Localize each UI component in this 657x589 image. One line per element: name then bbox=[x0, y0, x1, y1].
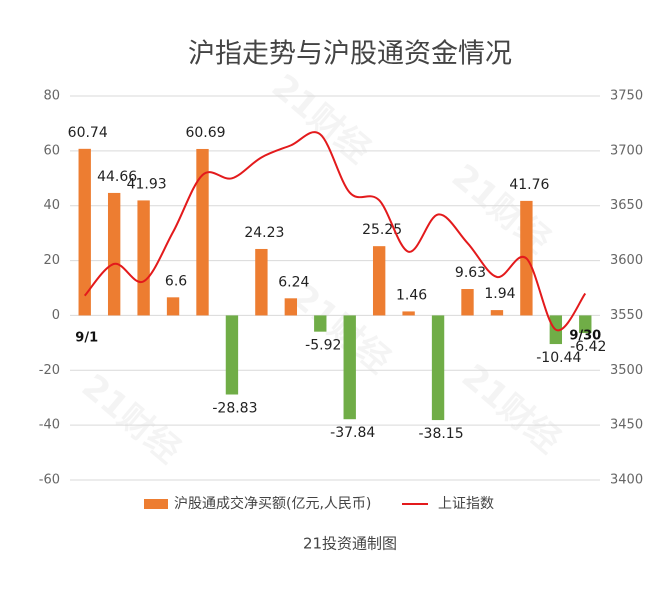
footer: 21投资通制图 bbox=[303, 535, 397, 553]
data-label: 60.69 bbox=[185, 125, 225, 141]
data-label: 6.24 bbox=[278, 274, 309, 290]
bar bbox=[78, 148, 91, 316]
data-label: 60.74 bbox=[68, 125, 108, 141]
data-label: 41.93 bbox=[127, 176, 167, 192]
data-label: -5.92 bbox=[305, 338, 341, 354]
bar bbox=[402, 311, 415, 316]
y-tick-label: 60 bbox=[43, 143, 60, 158]
watermark: 21财经 bbox=[454, 356, 568, 461]
bar bbox=[490, 310, 504, 316]
chart-title: 沪指走势与沪股通资金情况 bbox=[188, 39, 512, 70]
data-label: -10.44 bbox=[536, 350, 581, 366]
bar bbox=[225, 315, 239, 395]
x-tick-label: 9/30 bbox=[569, 329, 601, 344]
y2-tick-label: 3500 bbox=[610, 363, 643, 378]
bar bbox=[579, 315, 592, 334]
data-label: 41.76 bbox=[509, 177, 549, 193]
bar bbox=[284, 298, 298, 316]
y-tick-label: -40 bbox=[39, 418, 60, 433]
watermark: 21财经 bbox=[74, 366, 188, 471]
y2-tick-label: 3700 bbox=[610, 143, 643, 158]
y-tick-label: -20 bbox=[39, 363, 60, 378]
data-label: 1.94 bbox=[484, 286, 515, 302]
y-tick-label: 0 bbox=[52, 308, 60, 323]
data-label: 24.23 bbox=[244, 225, 284, 241]
data-label: 1.46 bbox=[396, 287, 427, 303]
watermark: 21财经 bbox=[444, 156, 558, 261]
data-label: 44.66 bbox=[97, 169, 137, 185]
y2-tick-label: 3400 bbox=[610, 473, 643, 488]
bar bbox=[314, 315, 327, 332]
data-label: -28.83 bbox=[212, 401, 257, 417]
data-label: -37.84 bbox=[330, 425, 375, 441]
data-label: -38.15 bbox=[418, 426, 463, 442]
legend-label: 沪股通成交净买额(亿元,人民币) bbox=[174, 495, 371, 512]
data-label: 6.6 bbox=[165, 273, 187, 289]
y-tick-label: -60 bbox=[39, 473, 60, 488]
legend-swatch bbox=[144, 499, 168, 509]
bar bbox=[166, 297, 180, 316]
data-label: 9.63 bbox=[455, 265, 486, 281]
bar bbox=[431, 315, 445, 421]
bar bbox=[343, 315, 356, 420]
bar bbox=[137, 200, 150, 316]
watermark: 21财经 bbox=[264, 66, 378, 171]
y2-tick-label: 3550 bbox=[610, 308, 643, 323]
bar bbox=[461, 289, 474, 316]
x-tick-label: 9/1 bbox=[75, 331, 98, 346]
y2-tick-label: 3650 bbox=[610, 198, 643, 213]
bar bbox=[107, 192, 121, 316]
bar bbox=[196, 148, 209, 316]
y-tick-label: 20 bbox=[43, 253, 60, 268]
bar bbox=[255, 248, 268, 316]
y-tick-label: 80 bbox=[43, 89, 60, 104]
y2-tick-label: 3600 bbox=[610, 253, 643, 268]
y2-tick-label: 3450 bbox=[610, 418, 643, 433]
y2-tick-label: 3750 bbox=[610, 89, 643, 104]
bar bbox=[372, 246, 386, 316]
legend-label: 上证指数 bbox=[438, 496, 494, 512]
y-tick-label: 40 bbox=[43, 198, 60, 213]
data-label: -6.42 bbox=[570, 339, 606, 355]
line bbox=[83, 131, 587, 332]
